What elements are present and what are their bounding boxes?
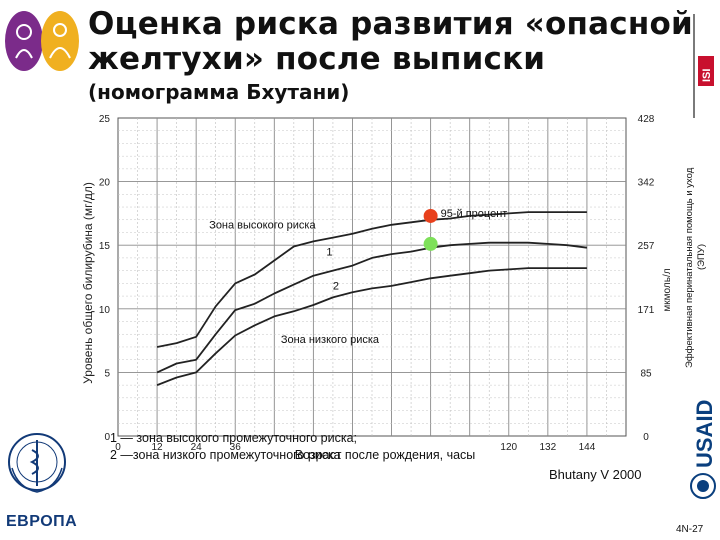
legend-note-1: 1 — зона высокого промежуточного риска; — [110, 431, 358, 445]
logo-purple-shape — [5, 11, 43, 71]
chart-annotation: 1 — [326, 246, 332, 258]
usaid-logo-icon: USAID — [690, 400, 717, 499]
side-label-line-2: (ЭПУ) — [696, 244, 707, 270]
y-tick-label: 0 — [104, 432, 110, 443]
y-axis-label: Уровень общего билирубина (мг/дл) — [81, 182, 95, 384]
side-label-line-1: Эффективная перинатальная помощь и уход — [684, 167, 695, 368]
y-right-tick-label: 428 — [638, 114, 655, 125]
legend-note-2: 2 —зона низкого промежуточного риска — [110, 448, 341, 462]
region-label: ЕВРОПА — [6, 513, 78, 530]
title-line-2: желтухи» после выписки — [88, 41, 546, 77]
chart-annotation: Зона высокого риска — [209, 220, 316, 232]
side-label: Эффективная перинатальная помощь и уход … — [684, 167, 707, 368]
marker-label: 95-й процент — [441, 208, 508, 220]
slide-number: 4N-27 — [676, 524, 704, 535]
y-right-tick-label: 342 — [638, 178, 655, 189]
marker-dot-1 — [423, 208, 438, 223]
usaid-seal-icon — [690, 473, 716, 499]
series-line-2 — [156, 241, 588, 374]
x-tick-label: 120 — [500, 442, 517, 453]
y-right-tick-label: 85 — [640, 368, 652, 379]
y-right-axis-label: мкмоль/л — [662, 268, 673, 311]
chart-annotation: Зона низкого риска — [281, 334, 380, 346]
y-tick-label: 15 — [99, 241, 111, 252]
isi-logo-icon: ISI — [693, 14, 714, 118]
x-tick-label: 132 — [540, 442, 557, 453]
title-line-1: Оценка риска развития «опасной — [88, 6, 693, 42]
mother-baby-logo-icon — [5, 11, 79, 71]
y-right-tick-label: 257 — [638, 241, 655, 252]
isi-logo-text: ISI — [701, 69, 713, 82]
series-line-3 — [156, 267, 587, 386]
series-line-1 — [156, 211, 587, 348]
y-right-tick-label: 171 — [638, 305, 655, 316]
y-tick-label: 10 — [99, 305, 111, 316]
y-right-tick-label: 0 — [643, 432, 649, 443]
chart-annotation: 2 — [333, 281, 339, 293]
usaid-logo-text: USAID — [692, 400, 717, 468]
y-tick-label: 25 — [99, 114, 111, 125]
x-tick-label: 12 — [152, 442, 164, 453]
x-tick-label: 36 — [230, 442, 242, 453]
title-line-3: (номограмма Бхутани) — [88, 80, 350, 104]
plot-area — [117, 117, 627, 437]
who-emblem-icon — [8, 433, 66, 493]
marker-dot-2 — [423, 236, 438, 251]
x-tick-label: 24 — [191, 442, 203, 453]
x-tick-label: 144 — [579, 442, 596, 453]
source-citation: Bhutany V 2000 — [549, 467, 642, 482]
isi-logo-box — [698, 56, 714, 86]
x-tick-label: 0 — [115, 442, 121, 453]
y-tick-label: 5 — [104, 368, 110, 379]
y-tick-label: 20 — [99, 178, 111, 189]
x-axis-label: Возраст после рождения, часы — [295, 448, 476, 462]
